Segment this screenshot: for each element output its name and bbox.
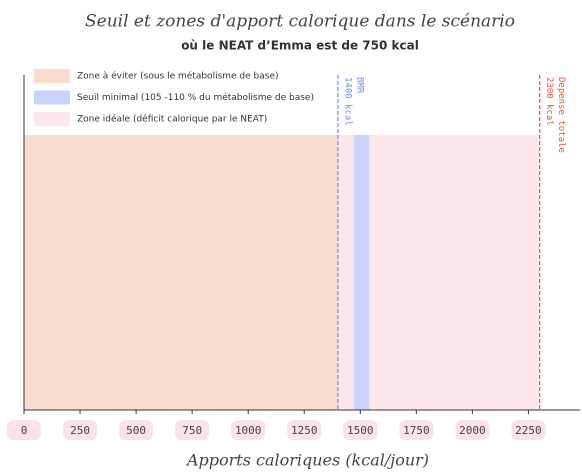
- zone: [353, 135, 370, 410]
- tick-badge: [231, 420, 266, 440]
- reference-label: Depense totale: [556, 77, 566, 153]
- x-tick-label: 1000: [235, 424, 262, 437]
- reference-value: 2300 kcal: [544, 77, 554, 126]
- tick-badge: [63, 420, 98, 440]
- legend-label: Seuil minimal (105 -110 % du métabolisme…: [77, 92, 314, 103]
- legend-swatch: [34, 69, 70, 83]
- x-tick-label: 1750: [403, 424, 430, 437]
- legend-label: Zone idéale (déficit calorique par le NE…: [77, 114, 267, 125]
- x-tick-label: 1500: [347, 424, 374, 437]
- tick-badge: [7, 420, 41, 440]
- legend-swatch: [34, 112, 70, 126]
- tick-badge: [119, 420, 154, 440]
- tick-badge: [399, 420, 434, 440]
- tick-badge: [511, 420, 546, 440]
- legend-label: Zone à éviter (sous le métabolisme de ba…: [77, 71, 279, 82]
- x-tick-label: 1250: [291, 424, 318, 437]
- tick-badge: [343, 420, 378, 440]
- chart-title: Seuil et zones d'apport calorique dans l…: [85, 12, 515, 32]
- x-tick-label: 2250: [515, 424, 542, 437]
- chart-subtitle: où le NEAT d’Emma est de 750 kcal: [181, 39, 419, 53]
- x-axis-title: Apports caloriques (kcal/jour): [185, 451, 429, 470]
- x-tick-label: 750: [182, 424, 202, 437]
- x-tick-label: 0: [21, 424, 28, 437]
- x-tick-label: 250: [70, 424, 90, 437]
- zone: [337, 135, 540, 410]
- tick-badge: [287, 420, 322, 440]
- x-tick-label: 500: [126, 424, 146, 437]
- x-tick-label: 2000: [459, 424, 486, 437]
- reference-value: 1400 kcal: [342, 77, 352, 126]
- legend-swatch: [34, 90, 70, 105]
- zone: [24, 135, 338, 410]
- tick-badge: [455, 420, 490, 440]
- tick-badge: [175, 420, 210, 440]
- reference-label: BMR: [354, 77, 364, 94]
